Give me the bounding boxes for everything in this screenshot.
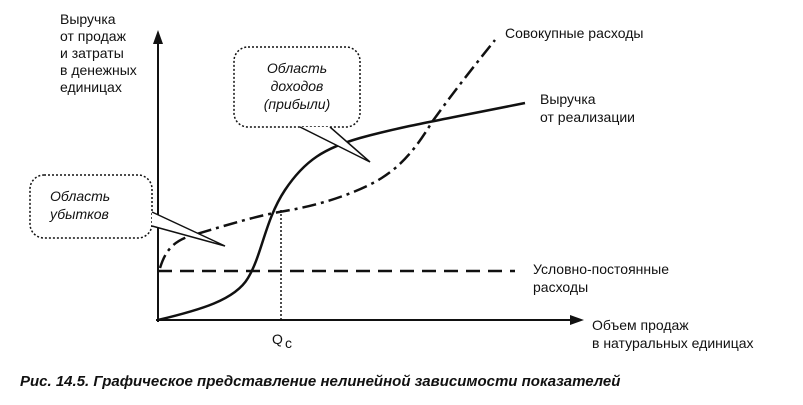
loss-callout xyxy=(29,174,153,239)
total-costs-curve xyxy=(158,39,496,269)
break-even-label: Q xyxy=(272,331,283,347)
y-axis-label: единицах xyxy=(60,79,122,95)
profit-label: доходов xyxy=(271,78,324,94)
profit-pointer xyxy=(299,126,371,163)
y-axis-label: в денежных xyxy=(60,62,137,78)
y-arrow xyxy=(153,30,163,44)
x-arrow xyxy=(570,315,584,325)
profit-label: (прибыли) xyxy=(264,96,330,112)
y-axis-label: Выручка xyxy=(60,11,116,27)
loss-label: убытков xyxy=(49,206,109,222)
total-costs-label: Совокупные расходы xyxy=(505,25,643,41)
x-axis-label: в натуральных единицах xyxy=(592,335,754,351)
revenue-label: от реализации xyxy=(540,109,635,125)
fixed-costs-label: Условно-постоянные xyxy=(533,261,669,277)
profit-callout xyxy=(233,46,361,128)
y-axis-label: от продаж xyxy=(60,28,127,44)
x-axis-label: Объем продаж xyxy=(592,317,689,333)
caption: Рис. 14.5. Графическое представление нел… xyxy=(20,373,620,390)
profit-label: Область xyxy=(267,60,327,76)
y-axis-label: и затраты xyxy=(60,45,124,61)
fixed-costs-label: расходы xyxy=(533,279,588,295)
loss-label: Область xyxy=(50,188,110,204)
revenue-label: Выручка xyxy=(540,91,596,107)
loss-pointer xyxy=(151,211,226,247)
revenue-curve xyxy=(157,101,526,322)
break-even-sub: c xyxy=(285,335,292,351)
